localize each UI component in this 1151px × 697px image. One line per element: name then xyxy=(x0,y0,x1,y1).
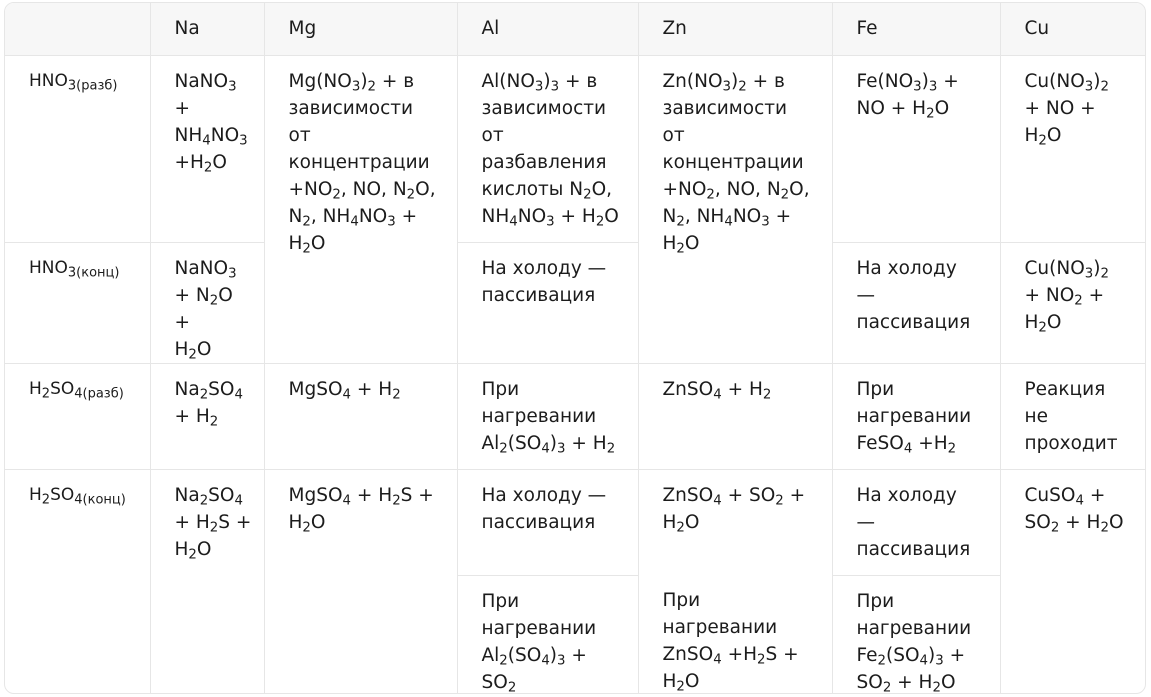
cell-h2so4-dilute-na: Na2SO4 + H2 xyxy=(149,362,265,470)
cell-hno3-dilute-al: Al(NO3)3 + в зависимости от разбавления кисл… xyxy=(456,54,639,243)
acid-label-h2so4-concentrated: H2SO4(конц) xyxy=(5,468,151,693)
cell-hno3-dilute-cu: Cu(NO3)2 + NO + H2O xyxy=(999,54,1145,243)
cell-hno3-dilute-na: NaNO3 + NH4NO3 +H2O xyxy=(149,54,265,243)
table-row-h2so4-concentrated: H2SO4(конц) Na2SO4 + H2S + H2O MgSO4 + H2S… xyxy=(5,468,1145,693)
header-corner-cell xyxy=(5,3,151,56)
header-zn: Zn xyxy=(637,3,833,56)
table-row-hno3-concentrated: HNO3(конц) NaNO3 + N2O + H2O На холоду — па… xyxy=(5,241,1145,364)
acid-label-hno3-dilute: HNO3(разб) xyxy=(5,54,151,243)
reactions-table-container: Na Mg Al Zn Fe Cu HNO3(разб) NaNO3 + NH4NO… xyxy=(4,2,1146,694)
acid-label-hno3-concentrated: HNO3(конц) xyxy=(5,241,151,364)
cell-hno3-conc-fe: На холоду — пассивация xyxy=(831,241,1001,364)
cell-hno3-conc-al: На холоду — пассивация xyxy=(456,241,639,364)
cell-h2so4-dilute-zn: ZnSO4 + H2 xyxy=(637,362,833,470)
cell-hno3-conc-cu: Cu(NO3)2 + NO2 + H2O xyxy=(999,241,1145,364)
cell-h2so4-conc-fe-cold: На холоду — пассивация xyxy=(831,468,1001,576)
cell-h2so4-conc-al-cold: На холоду — пассивация xyxy=(456,468,639,576)
cell-h2so4-conc-fe-hot: При нагревании Fe2(SO4)3 + SO2 + H2O xyxy=(831,574,1000,693)
cell-h2so4-conc-zn-hot: При нагревании ZnSO4 +H2S + H2O xyxy=(637,575,833,693)
cell-hno3-mg: Mg(NO3)2 + в зависимости от концентрации +NO… xyxy=(263,54,458,364)
header-mg: Mg xyxy=(263,3,458,56)
cell-h2so4-dilute-fe: При нагревании FeSO4 +H2 xyxy=(831,362,1001,470)
cell-hno3-zn: Zn(NO3)2 + в зависимости от концентрации +NO… xyxy=(637,54,833,364)
cell-hno3-conc-na: NaNO3 + N2O + H2O xyxy=(149,241,265,364)
header-cu: Cu xyxy=(999,3,1145,56)
header-fe: Fe xyxy=(831,3,1001,56)
table-header-row: Na Mg Al Zn Fe Cu xyxy=(5,3,1145,56)
cell-hno3-dilute-fe: Fe(NO3)3 + NO + H2O xyxy=(831,54,1001,243)
header-na: Na xyxy=(149,3,265,56)
metal-acid-reactions-table: Na Mg Al Zn Fe Cu HNO3(разб) NaNO3 + NH4NO… xyxy=(5,3,1145,693)
header-al: Al xyxy=(456,3,639,56)
cell-h2so4-dilute-cu: Реакция не проходит xyxy=(999,362,1145,470)
table-row-hno3-dilute: HNO3(разб) NaNO3 + NH4NO3 +H2O Mg(NO3)2 + в… xyxy=(5,54,1145,364)
cell-h2so4-conc-zn: ZnSO4 + SO2 + H2O xyxy=(637,468,833,575)
cell-h2so4-conc-na: Na2SO4 + H2S + H2O xyxy=(149,468,265,693)
cell-h2so4-conc-mg: MgSO4 + H2S + H2O xyxy=(263,468,458,693)
cell-h2so4-conc-cu: CuSO4 + SO2 + H2O xyxy=(999,468,1145,693)
cell-h2so4-dilute-mg: MgSO4 + H2 xyxy=(263,362,458,470)
table-row-h2so4-dilute: H2SO4(разб) Na2SO4 + H2 MgSO4 + H2 При наг… xyxy=(5,362,1145,470)
cell-h2so4-dilute-al: При нагревании Al2(SO4)3 + H2 xyxy=(456,362,639,470)
acid-label-h2so4-dilute: H2SO4(разб) xyxy=(5,362,151,470)
